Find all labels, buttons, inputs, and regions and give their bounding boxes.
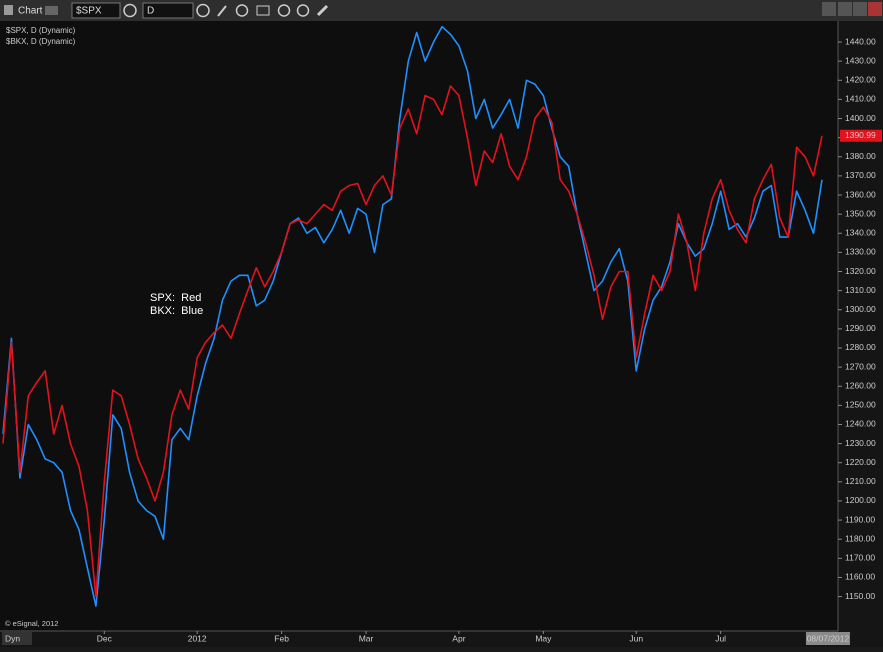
clock-button[interactable] [196, 3, 210, 18]
y-tick-label: 1240.00 [845, 419, 876, 429]
y-tick-label: 1280.00 [845, 342, 876, 352]
x-tick-label: May [535, 633, 552, 643]
play-button[interactable] [277, 4, 291, 17]
y-tick-label: 1320.00 [845, 266, 876, 276]
x-tick-label: Feb [274, 633, 289, 643]
y-tick-label: 1210.00 [845, 476, 876, 486]
y-tick-label: 1170.00 [845, 553, 875, 563]
y-tick-label: 1290.00 [845, 323, 876, 333]
y-tick-label: 1350.00 [845, 208, 876, 218]
toolbar [0, 0, 883, 21]
draw-button[interactable] [217, 5, 227, 17]
y-tick-label: 1250.00 [845, 400, 876, 410]
copyright: © eSignal, 2012 [5, 619, 58, 628]
x-tick-label: Mar [359, 633, 374, 643]
y-tick-label: 1300.00 [845, 304, 876, 314]
x-cursor-box [805, 632, 850, 645]
refresh-button[interactable] [296, 4, 310, 17]
x-axis-panel [0, 631, 883, 647]
last-price-box [840, 129, 882, 142]
y-tick-label: 1380.00 [845, 151, 876, 161]
y-tick-label: 1270.00 [845, 361, 876, 371]
y-tick-label: 1440.00 [845, 36, 876, 46]
price-line [2, 85, 823, 598]
x-tick-label: Dec [97, 633, 113, 643]
y-tick-label: 1180.00 [845, 533, 875, 543]
erase-button[interactable] [316, 4, 329, 17]
help-button[interactable] [822, 2, 836, 16]
symbol-box[interactable] [71, 2, 121, 19]
interval-box[interactable] [142, 2, 194, 19]
y-tick-label: 1340.00 [845, 228, 876, 238]
y-tick-label: 1310.00 [845, 285, 876, 295]
template-button[interactable] [256, 5, 270, 16]
y-tick-label: 1220.00 [845, 457, 876, 467]
y-tick-label: 1230.00 [845, 438, 876, 448]
x-tick-label: Apr [452, 633, 465, 643]
y-tick-label: 1400.00 [845, 113, 876, 123]
symbol-input[interactable]: $SPX [76, 6, 102, 17]
y-tick-label: 1200.00 [845, 495, 876, 505]
y-tick-label: 1190.00 [845, 514, 875, 524]
mode-label[interactable]: Dyn [5, 633, 20, 643]
legend-entry: $BKX, D (Dynamic) [6, 37, 76, 46]
x-tick-label: 08/07/2012 [807, 633, 850, 643]
y-tick-label: 1360.00 [845, 189, 876, 199]
maximize-button[interactable] [853, 2, 867, 16]
y-tick-label: 1150.00 [845, 591, 875, 601]
minimize-button[interactable] [838, 2, 852, 16]
link-icon[interactable] [45, 6, 58, 15]
window-title: Chart [18, 6, 43, 17]
x-tick-label: Jun [629, 633, 643, 643]
y-tick-label: 1420.00 [845, 75, 876, 85]
cursor-button[interactable] [235, 4, 249, 17]
y-tick-label: 1370.00 [845, 170, 876, 180]
close-button[interactable] [868, 2, 882, 16]
y-tick-label: 1430.00 [845, 55, 876, 65]
mode-box[interactable] [2, 632, 32, 645]
y-tick-label: 1160.00 [845, 572, 875, 582]
settings-button[interactable] [123, 3, 137, 18]
y-tick-label: 1260.00 [845, 380, 876, 390]
y-tick-label: 1410.00 [845, 94, 876, 104]
y-axis-panel [838, 21, 883, 631]
x-tick-label: 2012 [188, 633, 207, 643]
x-tick-label: Jul [715, 633, 726, 643]
interval-input[interactable]: D [147, 6, 154, 17]
last-price-label: 1390.99 [845, 130, 876, 140]
y-tick-label: 1330.00 [845, 247, 876, 257]
legend-entry: $SPX, D (Dynamic) [6, 26, 76, 35]
annotation: BKX: Blue [150, 305, 203, 317]
grip-icon [4, 5, 13, 15]
annotation: SPX: Red [150, 292, 201, 304]
